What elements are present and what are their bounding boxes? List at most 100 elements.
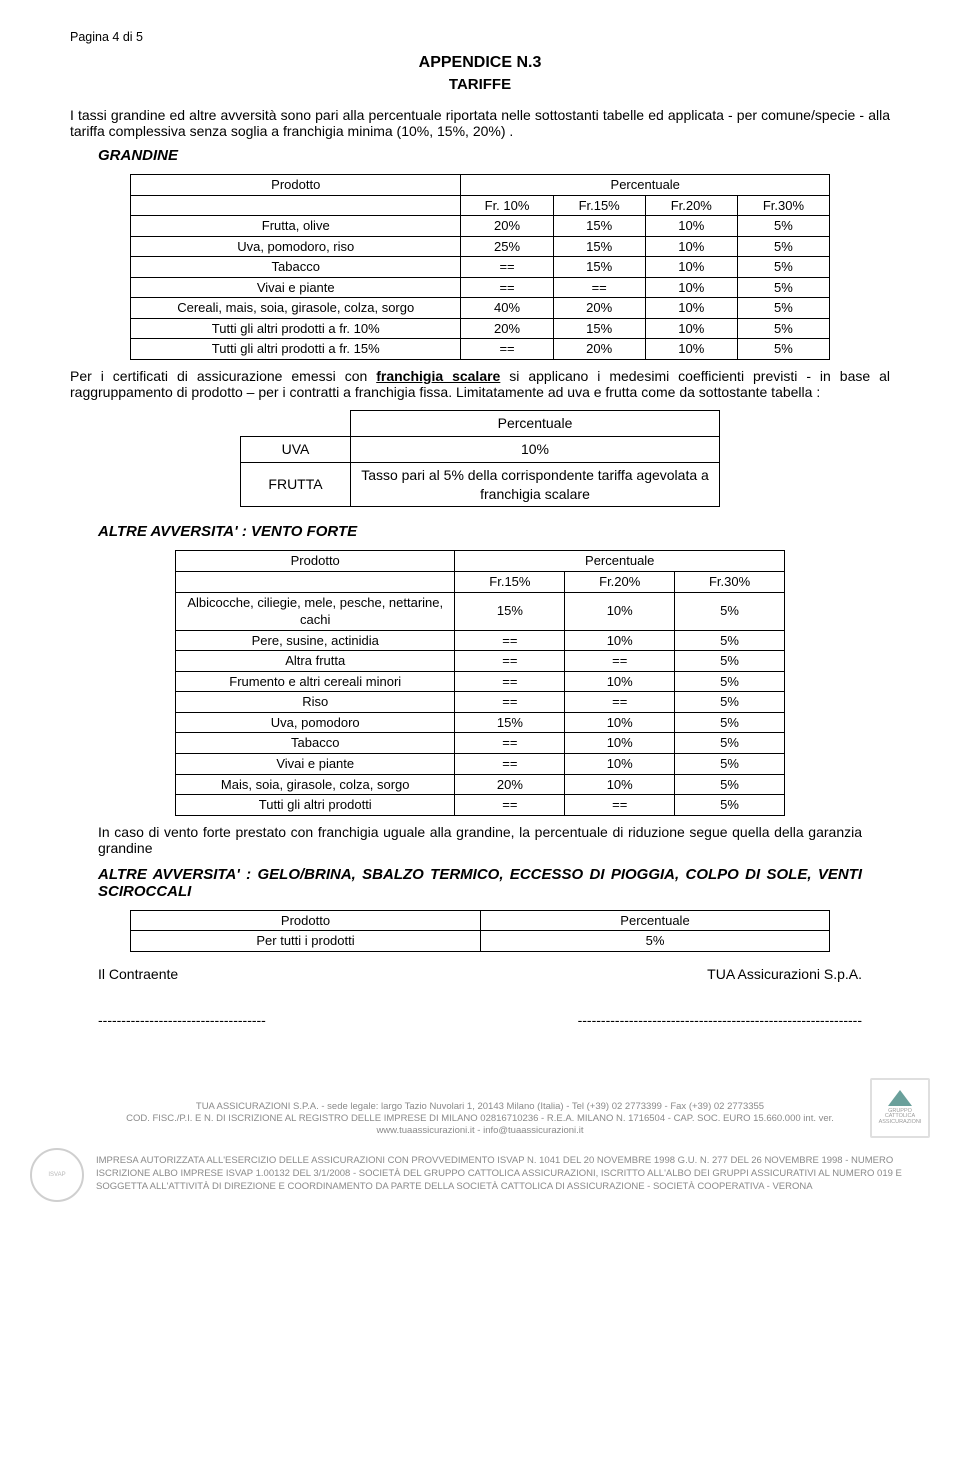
table-row: Fr. 10% Fr.15% Fr.20% Fr.30%	[131, 195, 830, 216]
table-row: Tutti gli altri prodotti a fr. 15%==20%1…	[131, 339, 830, 360]
cell: 5%	[675, 592, 785, 630]
section-grandine-title: GRANDINE	[98, 147, 890, 164]
cell-frutta-label: FRUTTA	[241, 462, 351, 507]
cell: ==	[553, 277, 645, 298]
cell: ==	[455, 692, 565, 713]
cell: 5%	[737, 298, 829, 319]
cell: Altra frutta	[176, 651, 455, 672]
cell	[176, 572, 455, 593]
cell: Pere, susine, actinidia	[176, 630, 455, 651]
cell: 5%	[675, 753, 785, 774]
appendix-subtitle: TARIFFE	[70, 76, 890, 93]
cell: ==	[455, 753, 565, 774]
col-head-prodotto: Prodotto	[176, 551, 455, 572]
table-row: FRUTTA Tasso pari al 5% della corrispond…	[241, 462, 720, 507]
table-row: Uva, pomodoro15%10%5%	[176, 712, 785, 733]
cell: Albicocche, ciliegie, mele, pesche, nett…	[176, 592, 455, 630]
table-row: Vivai e piante==10%5%	[176, 753, 785, 774]
cell: Tabacco	[131, 257, 461, 278]
section-altre-title: ALTRE AVVERSITA' : GELO/BRINA, SBALZO TE…	[98, 866, 862, 900]
cell: 20%	[553, 339, 645, 360]
col-head-fr20: Fr.20%	[645, 195, 737, 216]
cell: 15%	[553, 318, 645, 339]
cell: 25%	[461, 236, 553, 257]
col-head-percentuale: Percentuale	[455, 551, 785, 572]
cell: ==	[455, 733, 565, 754]
cell: 5%	[675, 630, 785, 651]
cell: Mais, soia, girasole, colza, sorgo	[176, 774, 455, 795]
dash-right: ----------------------------------------…	[578, 1012, 862, 1028]
col-head-percentuale: Percentuale	[351, 410, 720, 436]
cell: 20%	[461, 318, 553, 339]
cell: 10%	[645, 257, 737, 278]
cell: 20%	[461, 216, 553, 237]
cell: 5%	[737, 216, 829, 237]
cell: 15%	[455, 712, 565, 733]
table-row: Altra frutta====5%	[176, 651, 785, 672]
footer-top-row: TUA ASSICURAZIONI S.P.A. - sede legale: …	[30, 1078, 930, 1138]
cell-uva-label: UVA	[241, 436, 351, 462]
cell: 5%	[675, 774, 785, 795]
footer-legal-text: IMPRESA AUTORIZZATA ALL'ESERCIZIO DELLE …	[96, 1155, 930, 1193]
cell: 10%	[645, 339, 737, 360]
table-row: Vivai e piante====10%5%	[131, 277, 830, 298]
cell-frutta-value: Tasso pari al 5% della corrispondente ta…	[351, 462, 720, 507]
cell: 10%	[565, 733, 675, 754]
cell: 10%	[645, 236, 737, 257]
cell: 10%	[645, 277, 737, 298]
col-head-fr15: Fr.15%	[455, 572, 565, 593]
footer-line: www.tuaassicurazioni.it - info@tuaassicu…	[104, 1125, 856, 1137]
cell: Frutta, olive	[131, 216, 461, 237]
table-row: Cereali, mais, soia, girasole, colza, so…	[131, 298, 830, 319]
table-row: Pere, susine, actinidia==10%5%	[176, 630, 785, 651]
col-head-prodotto: Prodotto	[131, 910, 481, 931]
table-row: Prodotto Percentuale	[131, 910, 830, 931]
cell: 5%	[675, 795, 785, 816]
table-row: Mais, soia, girasole, colza, sorgo20%10%…	[176, 774, 785, 795]
company-logo-icon: GRUPPOCATTOLICAASSICURAZIONI	[870, 1078, 930, 1138]
cell-uva-value: 10%	[351, 436, 720, 462]
cell: 5%	[481, 931, 830, 952]
appendix-title: APPENDICE N.3	[70, 54, 890, 72]
table-row: Tutti gli altri prodotti a fr. 10%20%15%…	[131, 318, 830, 339]
grandine-table: Prodotto Percentuale Fr. 10% Fr.15% Fr.2…	[130, 174, 830, 360]
stamp-icon: ISVAP	[30, 1148, 84, 1202]
section-vento-title: ALTRE AVVERSITA' : VENTO FORTE	[98, 523, 890, 540]
cell: ==	[455, 671, 565, 692]
cell: ==	[565, 795, 675, 816]
intro-paragraph: I tassi grandine ed altre avversità sono…	[70, 107, 890, 139]
table-row: Frutta, olive20%15%10%5%	[131, 216, 830, 237]
table-row: Percentuale	[241, 410, 720, 436]
col-head-fr15: Fr.15%	[553, 195, 645, 216]
table-row: Riso====5%	[176, 692, 785, 713]
cell: Vivai e piante	[131, 277, 461, 298]
table-row: Per tutti i prodotti 5%	[131, 931, 830, 952]
col-head-prodotto: Prodotto	[131, 175, 461, 196]
cell	[131, 195, 461, 216]
cell: Uva, pomodoro	[176, 712, 455, 733]
col-head-fr30: Fr.30%	[737, 195, 829, 216]
cell: 5%	[737, 236, 829, 257]
footer-company-info: TUA ASSICURAZIONI S.P.A. - sede legale: …	[104, 1101, 856, 1138]
dash-left: ------------------------------------	[98, 1012, 266, 1028]
cell: Tutti gli altri prodotti	[176, 795, 455, 816]
cell: 5%	[675, 692, 785, 713]
table-row: Fr.15% Fr.20% Fr.30%	[176, 572, 785, 593]
col-head-fr20: Fr.20%	[565, 572, 675, 593]
table-row: Tutti gli altri prodotti====5%	[176, 795, 785, 816]
cell: 40%	[461, 298, 553, 319]
col-head-fr10: Fr. 10%	[461, 195, 553, 216]
cell: ==	[461, 339, 553, 360]
cell: Vivai e piante	[176, 753, 455, 774]
cell: ==	[461, 257, 553, 278]
table-row: Tabacco==10%5%	[176, 733, 785, 754]
signature-contraente: Il Contraente	[98, 966, 178, 982]
cell: 5%	[675, 671, 785, 692]
cell: 5%	[737, 318, 829, 339]
appendix-heading: APPENDICE N.3 TARIFFE	[70, 54, 890, 93]
footer-line: COD. FISC./P.I. E N. DI ISCRIZIONE AL RE…	[104, 1113, 856, 1125]
cell: 10%	[565, 774, 675, 795]
cell: 5%	[737, 257, 829, 278]
cell: 15%	[553, 257, 645, 278]
cell: Tutti gli altri prodotti a fr. 10%	[131, 318, 461, 339]
